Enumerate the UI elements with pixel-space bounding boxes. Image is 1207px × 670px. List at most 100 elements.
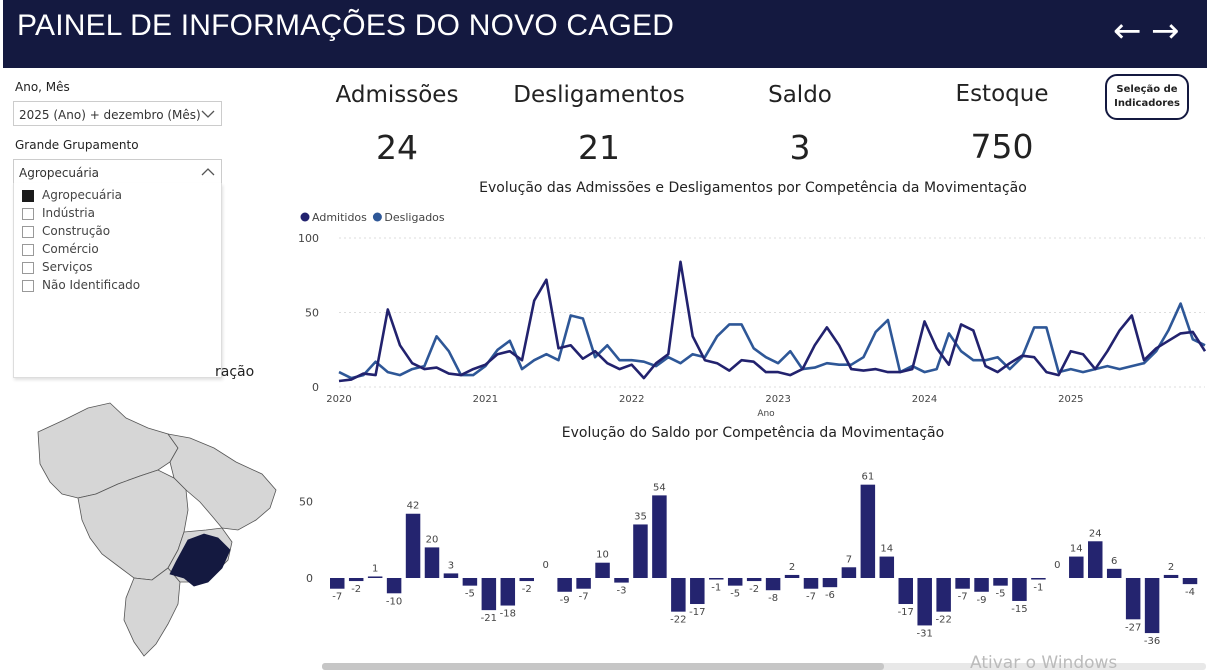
data-label: -17 [898,607,914,618]
data-label: -10 [386,596,402,607]
bar [386,578,402,594]
x-tick-label: 2023 [765,394,790,405]
bar [671,578,686,612]
scrollbar-thumb[interactable] [322,663,884,670]
line-chart: Admitidos Desligados 0 50 100 2020 2021 2022 202… [298,211,1207,419]
data-label: -9 [977,595,987,606]
data-label: -7 [579,592,589,603]
group-dropdown-value: Agropecuária [19,166,100,180]
horizontal-scrollbar[interactable] [322,663,1206,670]
y-tick-label: 50 [305,307,319,320]
kpi-label-admissoes: Admissões [335,82,459,108]
data-label: 42 [407,501,420,512]
y-tick-label: 0 [306,572,313,585]
bar [481,578,497,611]
data-label: 20 [426,534,439,545]
x-tick-label: 2021 [473,394,498,405]
kpi-label-desligamentos: Desligamentos [513,82,685,108]
bar [803,578,819,589]
x-tick-label: 2020 [326,394,351,405]
bar [1012,578,1027,601]
bar [822,578,838,588]
windows-watermark: Ativar o Windows [970,653,1118,670]
period-filter-label: Ano, Mês [15,80,70,94]
bar [936,578,951,612]
data-label: -2 [351,584,361,595]
bar [898,578,913,605]
bar-chart-title: Evolução do Saldo por Competência da Mov… [561,425,945,441]
bar [443,573,459,578]
checkbox[interactable] [22,226,34,238]
data-label: 54 [653,482,666,493]
data-label: -9 [560,595,570,606]
page-title: PAINEL DE INFORMAÇÕES DO NOVO CAGED [17,9,675,42]
bar [1069,556,1084,578]
map-region-south[interactable] [123,567,181,657]
map-region-north[interactable] [37,402,179,499]
bar [595,562,610,578]
legend-dot [372,212,382,222]
data-label: -4 [1185,587,1195,598]
checkbox[interactable] [22,208,34,220]
checkbox[interactable] [22,244,34,256]
data-label: -21 [481,613,497,624]
data-label: -18 [500,609,516,620]
group-option-label: Construção [42,224,111,238]
data-label: -1 [711,583,721,594]
bar [652,495,667,578]
group-filter-label: Grande Grupamento [15,138,139,152]
data-label: 14 [1070,544,1083,555]
line-chart-title: Evolução das Admissões e Desligamentos p… [479,180,1027,196]
data-label: 2 [789,562,795,573]
data-label: 0 [543,560,549,571]
brazil-map[interactable] [18,398,280,660]
group-option-label: Indústria [42,206,95,220]
checkbox[interactable] [22,190,34,202]
data-label: 24 [1089,528,1102,539]
data-label: -15 [1011,604,1027,615]
forward-arrow-icon[interactable]: → [1151,11,1180,51]
legend-label: Admitidos [312,211,367,224]
data-label: 2 [1168,562,1174,573]
data-label: -31 [917,628,933,639]
group-dropdown[interactable]: Agropecuária [13,159,222,184]
group-option-label: Agropecuária [42,188,123,202]
data-label: -17 [689,607,705,618]
bar [1088,541,1103,578]
series-line-desligados [338,302,1206,380]
bar [1182,578,1198,585]
bar [1144,578,1160,634]
data-label: 14 [880,544,893,555]
y-tick-label: 0 [312,381,319,394]
bar [860,484,876,578]
bar [405,513,421,578]
period-dropdown-value: 2025 (Ano) + dezembro (Mês) [19,108,201,122]
bar [1163,574,1179,578]
map-region-northeast[interactable] [167,433,277,531]
back-arrow-icon[interactable]: ← [1113,11,1142,51]
bar [1106,568,1122,578]
indicator-selection-button[interactable]: Seleção de Indicadores [1105,74,1189,120]
map-state-highlight[interactable] [169,533,231,587]
x-tick-label: 2025 [1058,394,1083,405]
bar [765,578,781,591]
bar [727,578,743,586]
bar [1125,578,1141,620]
data-label: 0 [1054,560,1060,571]
data-label: -5 [465,589,475,600]
data-label: -7 [958,592,968,603]
bar [633,524,648,578]
chevron-down-icon [201,110,215,118]
chevron-up-icon [201,168,215,176]
group-option-label: Serviços [42,260,93,274]
checkbox[interactable] [22,262,34,274]
bar [614,578,629,583]
data-label: -8 [768,593,778,604]
bar [500,578,516,606]
checkbox[interactable] [22,280,34,292]
bar [367,576,383,578]
x-tick-label: 2024 [912,394,937,405]
period-dropdown[interactable]: 2025 (Ano) + dezembro (Mês) [13,101,222,126]
bar [576,578,591,589]
